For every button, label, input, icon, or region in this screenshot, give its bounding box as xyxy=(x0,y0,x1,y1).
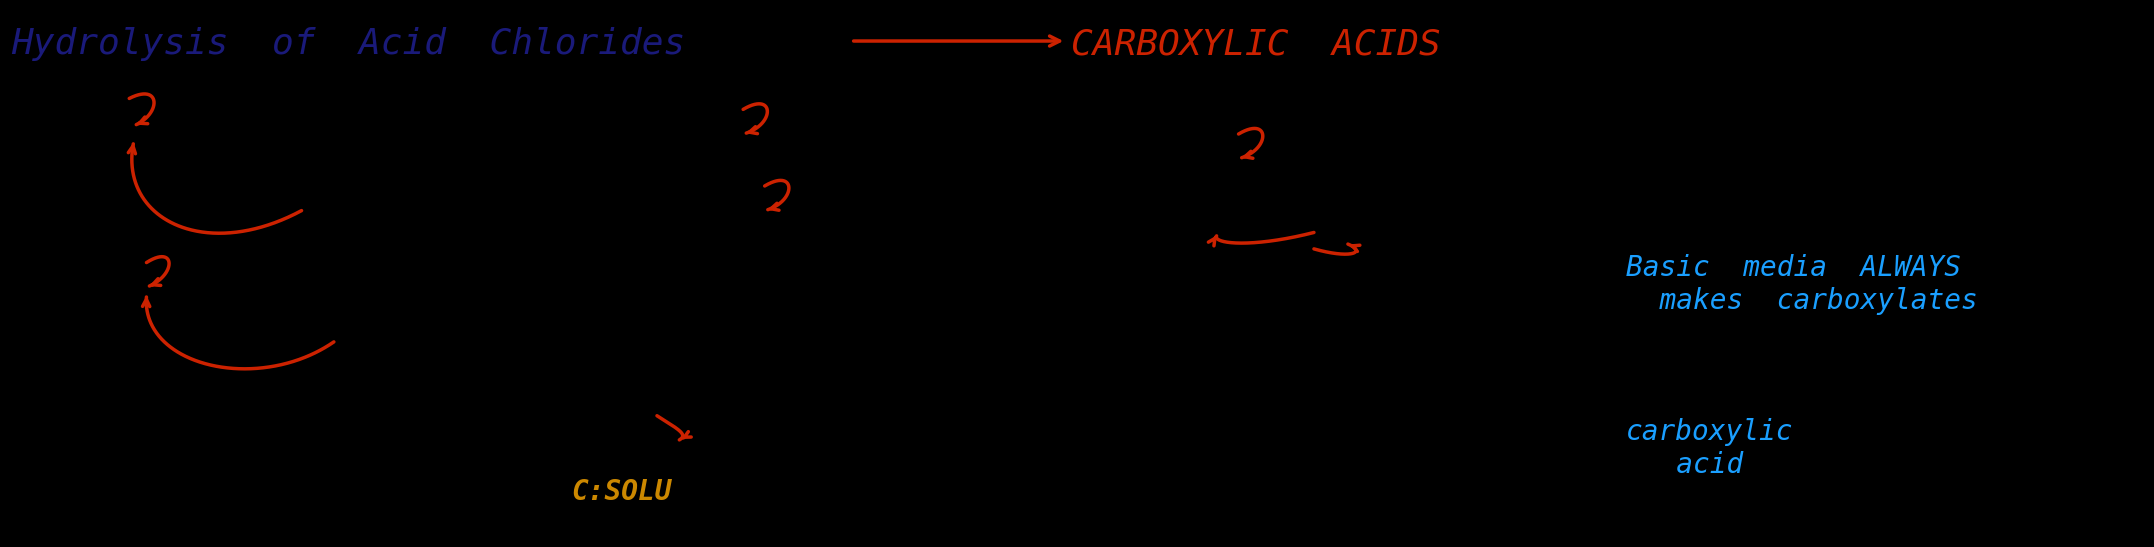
Text: carboxylic
   acid: carboxylic acid xyxy=(1626,418,1794,479)
Text: CARBOXYLIC  ACIDS: CARBOXYLIC ACIDS xyxy=(1071,27,1441,61)
Text: C:SOLU: C:SOLU xyxy=(571,478,672,507)
Text: Basic  media  ALWAYS
  makes  carboxylates: Basic media ALWAYS makes carboxylates xyxy=(1626,254,1977,315)
Text: Hydrolysis  of  Acid  Chlorides: Hydrolysis of Acid Chlorides xyxy=(11,27,685,61)
